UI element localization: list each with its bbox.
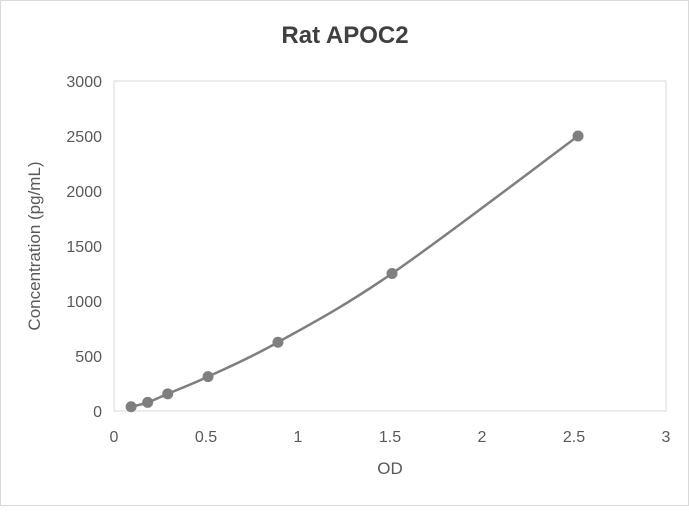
data-point (272, 336, 284, 348)
data-point (142, 396, 154, 408)
x-tick-label: 2.5 (563, 429, 585, 446)
series-line (130, 134, 579, 408)
x-axis-label: OD (377, 459, 403, 478)
y-axis-label: Concentration (pg/mL) (25, 161, 44, 330)
x-tick-label: 1.5 (379, 429, 401, 446)
y-tick-label: 2000 (66, 184, 102, 201)
x-tick-label: 0.5 (195, 429, 217, 446)
y-tick-label: 2500 (66, 129, 102, 146)
data-point (572, 130, 584, 142)
y-tick-label: 1500 (66, 239, 102, 256)
plot-area (113, 80, 667, 412)
y-tick-label: 0 (93, 404, 102, 421)
x-tick-label: 3 (662, 429, 671, 446)
data-point (386, 268, 398, 279)
data-point (162, 388, 174, 400)
x-tick-label: 2 (478, 429, 487, 446)
data-point (202, 371, 214, 383)
x-tick-label: 0 (110, 429, 119, 446)
data-point (125, 401, 137, 413)
y-tick-label: 1000 (66, 294, 102, 311)
y-tick-label: 500 (75, 349, 102, 366)
chart-title: Rat APOC2 (281, 22, 408, 49)
x-tick-label: 1 (294, 429, 303, 446)
y-tick-label: 3000 (66, 74, 102, 91)
